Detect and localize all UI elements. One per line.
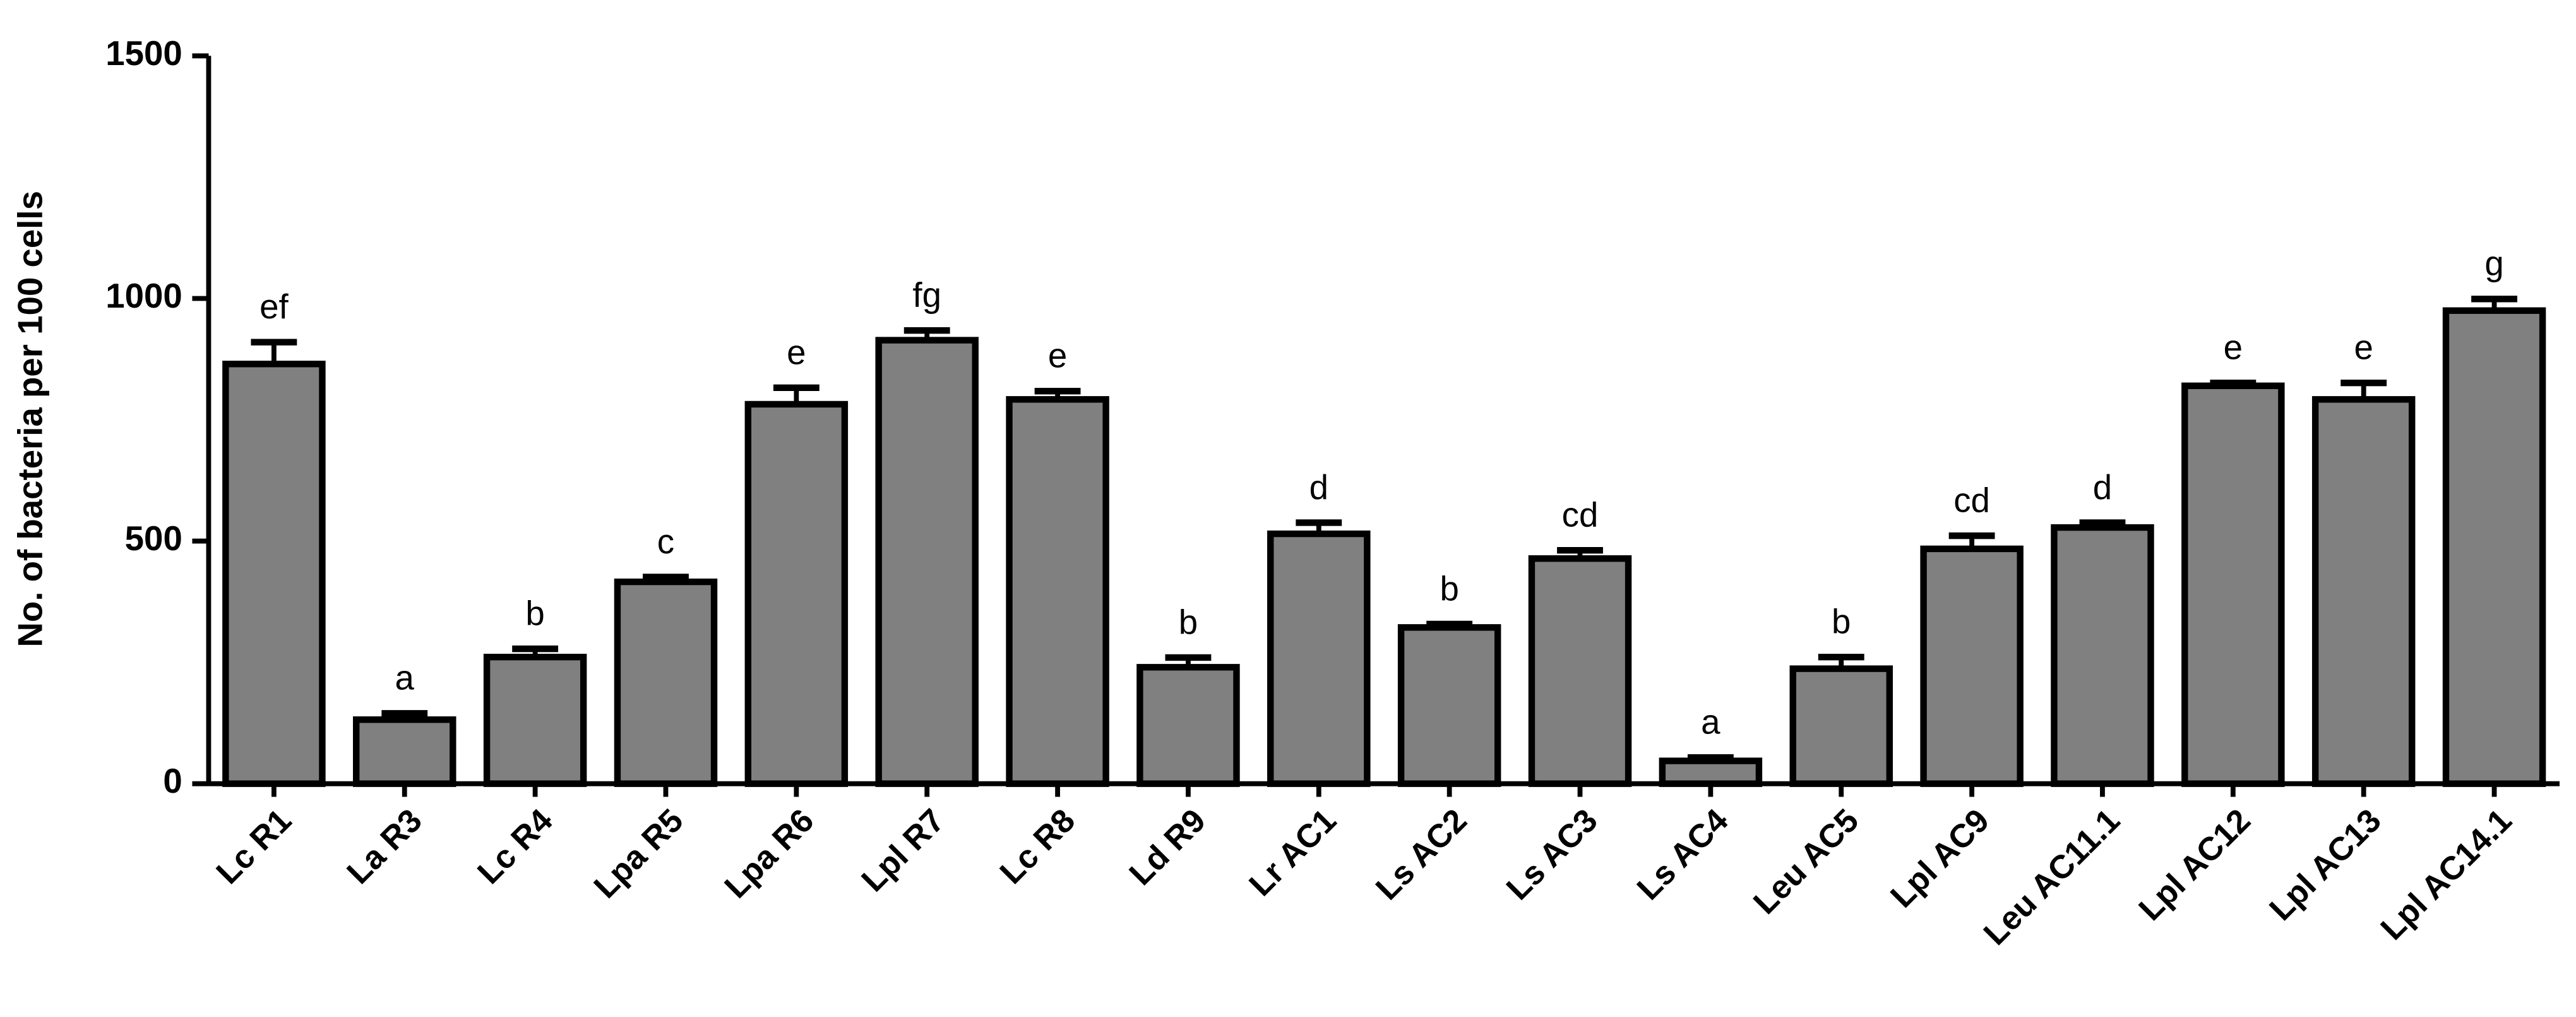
x-tick-label: Lpl R7: [855, 802, 951, 899]
x-tick-label: Lpa R5: [587, 802, 691, 906]
bar: [1789, 665, 1893, 787]
bar: [1397, 624, 1501, 787]
significance-label: d: [2093, 468, 2112, 507]
bar: [1136, 664, 1240, 787]
bar: [614, 578, 718, 787]
y-tick-label: 500: [125, 519, 182, 558]
significance-label: b: [1440, 569, 1458, 608]
bar: [2051, 524, 2154, 787]
y-axis-label: No. of bacteria per 100 cells: [11, 191, 49, 647]
bar: [483, 653, 587, 787]
significance-label: d: [1309, 468, 1328, 507]
x-tick-label: Lpa R6: [718, 802, 821, 906]
x-tick-label: Lpl AC9: [1883, 802, 1996, 915]
x-tick-label: Leu AC11.1: [1977, 802, 2127, 953]
x-tick-label: Ls AC3: [1500, 802, 1604, 907]
significance-label: c: [657, 522, 674, 561]
significance-label: a: [1701, 703, 1720, 742]
bar: [2311, 396, 2416, 787]
x-tick-label: Lpl AC14.1: [2374, 802, 2519, 948]
bar: [353, 716, 456, 787]
x-tick-label: Lpl AC13: [2263, 802, 2388, 928]
bar: [1528, 555, 1632, 787]
x-tick-label: La R3: [340, 802, 429, 891]
significance-label: e: [2354, 328, 2373, 367]
x-tick-label: Ld R9: [1123, 802, 1213, 893]
x-tick-label: Lc R8: [993, 802, 1082, 891]
x-tick-label: Ls AC2: [1369, 802, 1474, 907]
bar: [2181, 382, 2285, 787]
significance-label: e: [787, 333, 806, 371]
y-tick-label: 1500: [105, 34, 182, 73]
significance-label: ef: [259, 287, 289, 326]
bar: [875, 337, 979, 787]
significance-label: b: [525, 594, 544, 633]
bar: [2442, 307, 2546, 787]
y-tick-label: 0: [163, 762, 182, 800]
bar: [744, 400, 849, 787]
significance-label: e: [1048, 337, 1067, 375]
bar: [222, 361, 326, 787]
x-tick-label: Leu AC5: [1746, 802, 1866, 922]
bar: [1920, 545, 2024, 787]
significance-label: e: [2224, 328, 2243, 367]
y-tick-label: 1000: [105, 277, 182, 315]
x-tick-label: Lpl AC12: [2132, 802, 2258, 928]
significance-label: cd: [1562, 496, 1599, 534]
significance-label: b: [1832, 603, 1851, 641]
bar: [1659, 757, 1763, 787]
x-tick-label: Lc R4: [470, 802, 559, 891]
x-tick-label: Lc R1: [210, 802, 299, 891]
bar: [1006, 396, 1109, 787]
significance-label: cd: [1953, 481, 1990, 520]
significance-label: fg: [912, 276, 941, 315]
x-tick-label: Ls AC4: [1630, 802, 1735, 907]
significance-label: a: [395, 659, 415, 697]
bar: [1267, 530, 1371, 787]
significance-label: g: [2484, 244, 2503, 283]
x-tick-label: Lr AC1: [1243, 802, 1344, 903]
significance-label: b: [1179, 603, 1198, 641]
